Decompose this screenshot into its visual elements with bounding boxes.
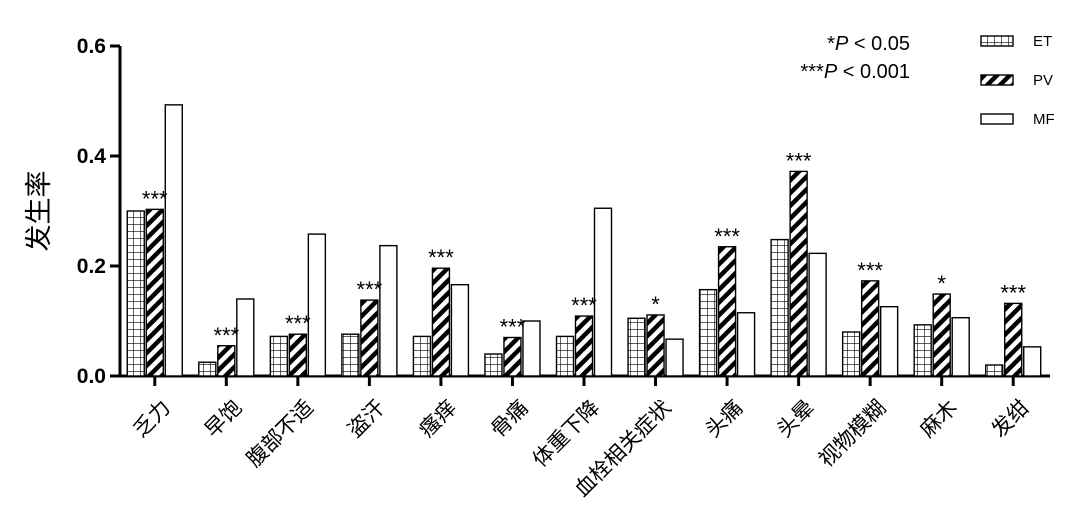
bar-pv-9 bbox=[789, 170, 808, 377]
x-tick-label: 视物模糊 bbox=[814, 395, 890, 471]
x-tick-label: 骨痛 bbox=[486, 395, 533, 442]
p-value-note: *P < 0.05 bbox=[827, 33, 910, 55]
bar-mf-7 bbox=[665, 338, 684, 377]
bar-pv-8 bbox=[717, 246, 737, 377]
significance-label: *** bbox=[1000, 280, 1026, 305]
bar-mf-12 bbox=[1023, 346, 1042, 377]
significance-label: *** bbox=[714, 224, 740, 249]
legend: ET PV MF bbox=[980, 33, 1055, 128]
significance-label: *** bbox=[213, 323, 239, 348]
bar-et-7 bbox=[627, 317, 646, 377]
bar-mf-4 bbox=[450, 284, 470, 377]
significance-label: *** bbox=[142, 186, 168, 211]
legend-label: PV bbox=[1033, 72, 1053, 89]
bar-et-2 bbox=[269, 335, 289, 377]
bar-et-1 bbox=[198, 361, 217, 377]
bar-pv-4 bbox=[431, 267, 451, 377]
bar-et-12 bbox=[985, 364, 1004, 377]
bar-mf-6 bbox=[593, 207, 613, 377]
bar-mf-10 bbox=[879, 306, 899, 377]
y-axis-label: 发生率 bbox=[24, 171, 55, 252]
x-tick-label: 发绀 bbox=[987, 395, 1034, 442]
significance-label: *** bbox=[857, 258, 883, 283]
bars bbox=[126, 104, 1042, 377]
bar-et-9 bbox=[770, 238, 789, 377]
y-tick-label: 0.0 bbox=[77, 365, 106, 388]
legend-label: MF bbox=[1033, 111, 1055, 128]
x-tick-label: 腹部不适 bbox=[242, 395, 318, 471]
bar-mf-9 bbox=[808, 252, 827, 377]
bar-mf-0 bbox=[164, 104, 183, 377]
bar-et-0 bbox=[126, 210, 145, 377]
y-tick-label: 0.2 bbox=[77, 255, 106, 278]
bar-pv-11 bbox=[932, 293, 951, 377]
p-value-notes: *P < 0.05 ***P < 0.001 bbox=[800, 33, 910, 83]
bar-et-8 bbox=[698, 288, 718, 377]
bar-pv-7 bbox=[646, 314, 665, 377]
significance-label: *** bbox=[786, 148, 812, 173]
x-tick-label: 瘙痒 bbox=[415, 395, 462, 442]
bar-pv-2 bbox=[288, 333, 308, 377]
significance-label: *** bbox=[285, 311, 311, 336]
bar-pv-5 bbox=[503, 336, 522, 377]
bar-mf-11 bbox=[951, 317, 970, 377]
bar-pv-6 bbox=[574, 315, 594, 377]
significance-label: * bbox=[651, 292, 660, 317]
bar-mf-8 bbox=[736, 312, 756, 377]
bar-et-11 bbox=[913, 324, 932, 377]
bar-mf-1 bbox=[236, 298, 255, 377]
x-tick-label: 头晕 bbox=[772, 395, 819, 442]
p-value-note: ***P < 0.001 bbox=[800, 61, 910, 83]
bar-et-3 bbox=[341, 333, 360, 377]
bar-pv-3 bbox=[360, 299, 379, 377]
legend-label: ET bbox=[1033, 33, 1052, 50]
bar-pv-10 bbox=[860, 280, 880, 377]
significance-label: *** bbox=[428, 245, 454, 270]
bar-et-10 bbox=[841, 331, 861, 377]
legend-swatch-pv bbox=[980, 74, 1014, 86]
x-tick-label: 头痛 bbox=[701, 395, 748, 442]
legend-swatch-et bbox=[980, 35, 1014, 47]
x-tick-label: 乏力 bbox=[128, 395, 175, 442]
bar-pv-0 bbox=[145, 208, 164, 377]
y-ticks: 0.0 0.2 0.4 0.6 bbox=[77, 35, 120, 388]
bar-mf-5 bbox=[522, 320, 541, 377]
significance-labels: ****** *************** *********** *** bbox=[142, 148, 1027, 347]
significance-label: *** bbox=[500, 315, 526, 340]
y-tick-label: 0.6 bbox=[77, 35, 106, 58]
x-tick-label: 早饱 bbox=[200, 395, 247, 442]
bar-pv-1 bbox=[217, 345, 236, 377]
bar-et-4 bbox=[412, 335, 432, 377]
significance-label: *** bbox=[357, 277, 383, 302]
bar-et-5 bbox=[484, 353, 503, 377]
bar-et-6 bbox=[555, 335, 575, 377]
bar-pv-12 bbox=[1004, 302, 1023, 377]
legend-swatch-mf bbox=[980, 113, 1014, 125]
x-tick-label: 麻木 bbox=[915, 395, 962, 442]
significance-label: *** bbox=[571, 293, 597, 318]
bar-mf-3 bbox=[379, 244, 398, 377]
y-tick-label: 0.4 bbox=[77, 145, 107, 168]
significance-label: * bbox=[937, 271, 946, 296]
bar-mf-2 bbox=[307, 233, 327, 377]
x-tick-label: 盗汗 bbox=[343, 395, 390, 442]
